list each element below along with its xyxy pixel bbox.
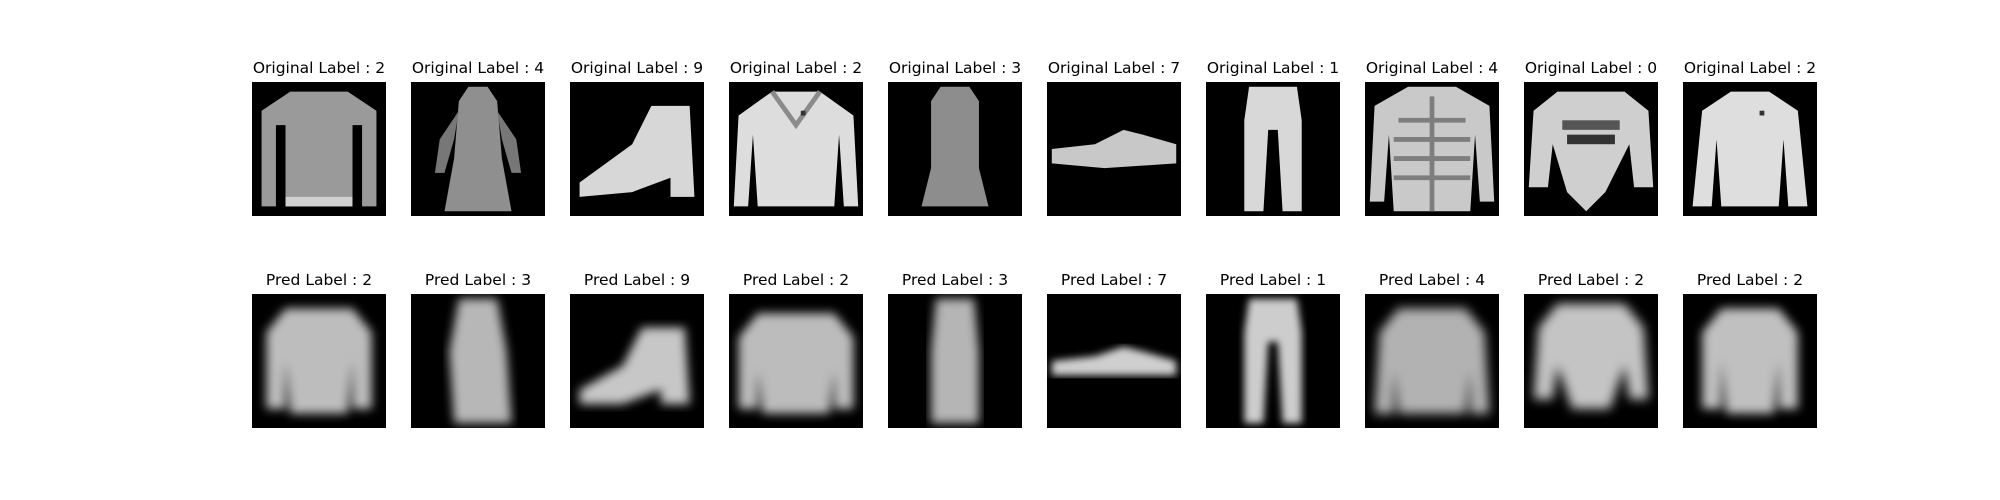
panel-original-5: Original Label : 7 <box>1047 58 1181 218</box>
pred-label: Pred Label : 2 <box>1537 271 1645 289</box>
pred-label: Pred Label : 3 <box>424 271 532 289</box>
panel-pred-6: Pred Label : 1 <box>1206 270 1340 430</box>
pred-image <box>729 294 863 428</box>
pred-label: Pred Label : 9 <box>583 271 691 289</box>
pred-label: Pred Label : 2 <box>742 271 850 289</box>
original-image <box>1524 82 1658 216</box>
pred-label: Pred Label : 7 <box>1060 271 1168 289</box>
original-label: Original Label : 4 <box>411 59 545 77</box>
panel-original-0: Original Label : 2 <box>252 58 386 218</box>
original-label: Original Label : 4 <box>1365 59 1499 77</box>
pred-image <box>411 294 545 428</box>
original-label: Original Label : 7 <box>1047 59 1181 77</box>
original-image <box>888 82 1022 216</box>
panel-original-7: Original Label : 4 <box>1365 58 1499 218</box>
original-label: Original Label : 3 <box>888 59 1022 77</box>
original-image <box>570 82 704 216</box>
original-label: Original Label : 2 <box>729 59 863 77</box>
panel-pred-2: Pred Label : 9 <box>570 270 704 430</box>
panel-pred-1: Pred Label : 3 <box>411 270 545 430</box>
original-label: Original Label : 0 <box>1524 59 1658 77</box>
pred-label: Pred Label : 3 <box>901 271 1009 289</box>
pred-image <box>252 294 386 428</box>
original-image <box>729 82 863 216</box>
panel-pred-0: Pred Label : 2 <box>252 270 386 430</box>
original-label: Original Label : 1 <box>1206 59 1340 77</box>
panel-pred-3: Pred Label : 2 <box>729 270 863 430</box>
original-label: Original Label : 9 <box>570 59 704 77</box>
panel-original-1: Original Label : 4 <box>411 58 545 218</box>
pred-label: Pred Label : 4 <box>1378 271 1486 289</box>
pred-label: Pred Label : 1 <box>1219 271 1327 289</box>
pred-label: Pred Label : 2 <box>265 271 373 289</box>
original-image <box>411 82 545 216</box>
pred-image <box>1206 294 1340 428</box>
original-image <box>252 82 386 216</box>
pred-image <box>1047 294 1181 428</box>
pred-image <box>570 294 704 428</box>
original-image <box>1683 82 1817 216</box>
panel-original-9: Original Label : 2 <box>1683 58 1817 218</box>
panel-original-2: Original Label : 9 <box>570 58 704 218</box>
pred-image <box>1365 294 1499 428</box>
pred-image <box>888 294 1022 428</box>
panel-pred-8: Pred Label : 2 <box>1524 270 1658 430</box>
original-label: Original Label : 2 <box>252 59 386 77</box>
panel-pred-9: Pred Label : 2 <box>1683 270 1817 430</box>
pred-label: Pred Label : 2 <box>1696 271 1804 289</box>
original-label: Original Label : 2 <box>1683 59 1817 77</box>
panel-pred-7: Pred Label : 4 <box>1365 270 1499 430</box>
original-image <box>1206 82 1340 216</box>
original-image <box>1047 82 1181 216</box>
panel-original-4: Original Label : 3 <box>888 58 1022 218</box>
pred-image <box>1524 294 1658 428</box>
pred-image <box>1683 294 1817 428</box>
original-image <box>1365 82 1499 216</box>
panel-original-8: Original Label : 0 <box>1524 58 1658 218</box>
panel-original-3: Original Label : 2 <box>729 58 863 218</box>
panel-pred-4: Pred Label : 3 <box>888 270 1022 430</box>
panel-original-6: Original Label : 1 <box>1206 58 1340 218</box>
panel-pred-5: Pred Label : 7 <box>1047 270 1181 430</box>
